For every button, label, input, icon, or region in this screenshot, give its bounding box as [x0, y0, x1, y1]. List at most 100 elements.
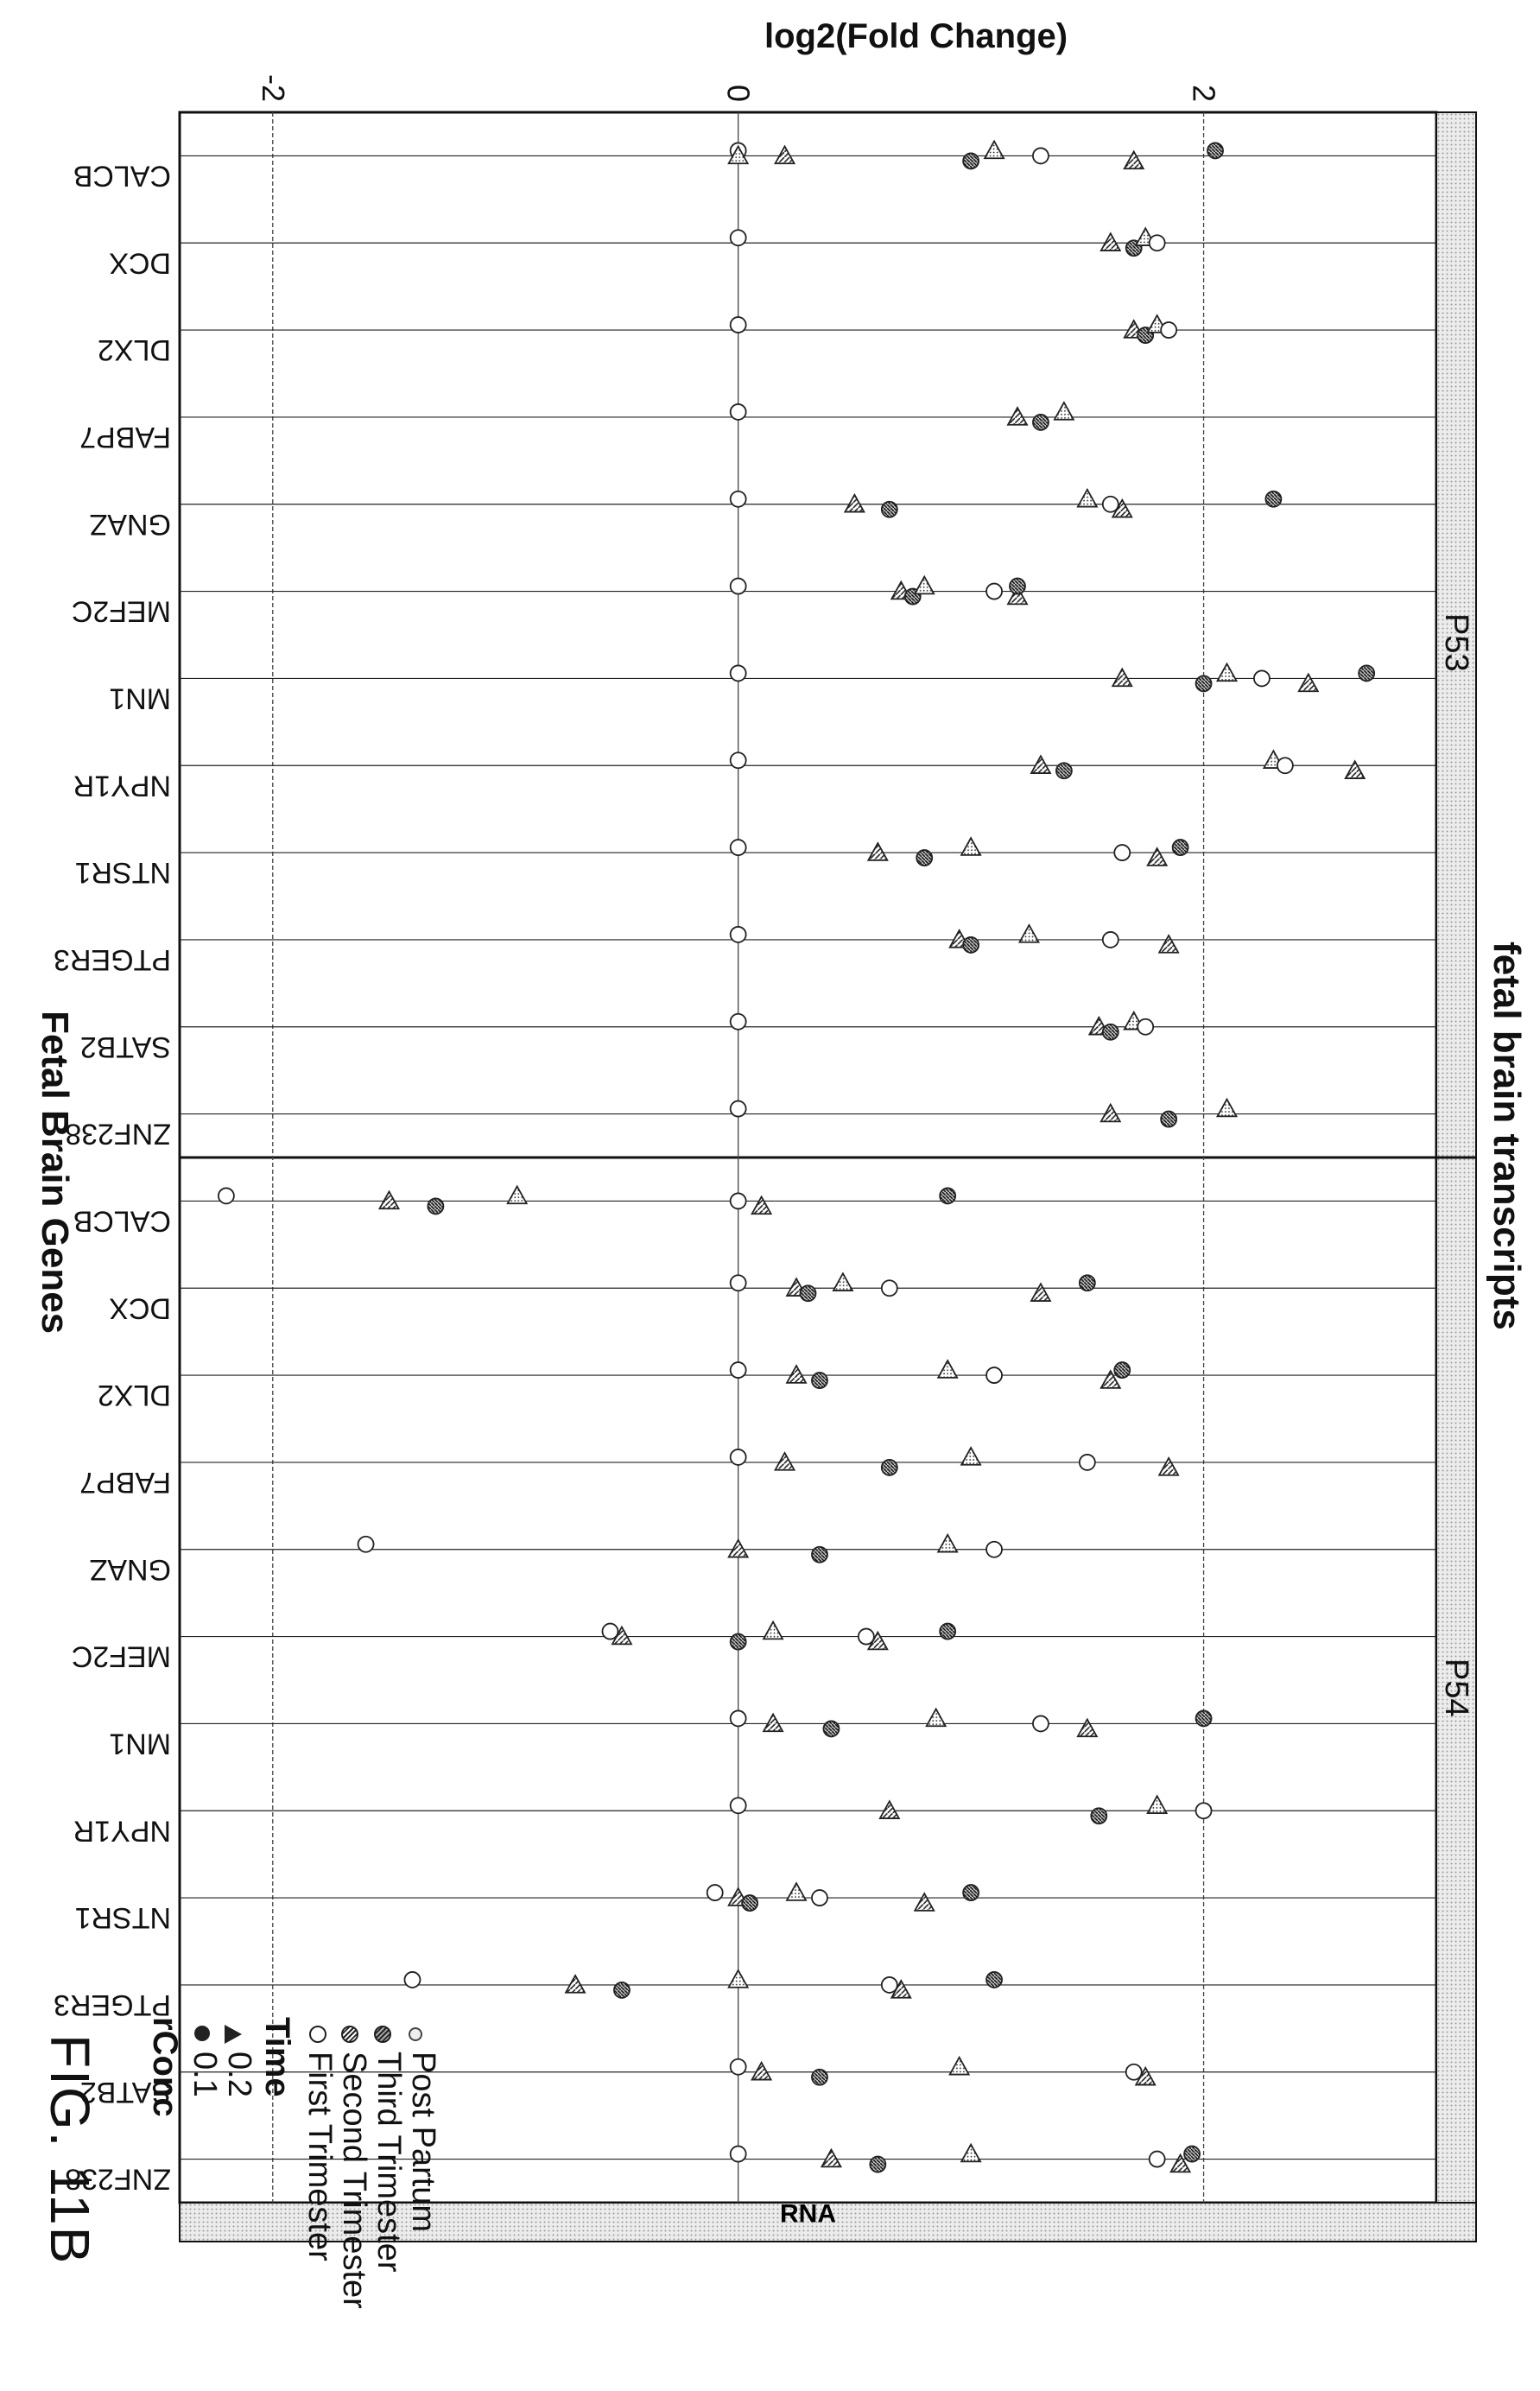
data-point: [1100, 231, 1122, 251]
x-tick-label: FABP7: [79, 1466, 171, 1499]
data-point: [729, 2145, 747, 2163]
data-point: [377, 1189, 401, 1210]
strip-label-rna: RNA: [780, 2200, 836, 2229]
data-point: [729, 1709, 747, 1728]
data-point: [727, 144, 750, 165]
data-point: [1055, 762, 1073, 780]
data-point: [1148, 234, 1166, 252]
x-tick-label: ZNF238: [65, 1118, 171, 1151]
data-point: [1264, 490, 1283, 508]
data-point: [357, 1535, 375, 1553]
data-point: [751, 1195, 773, 1215]
data-point: [962, 1884, 980, 1901]
data-point: [962, 152, 980, 170]
data-point: [1111, 667, 1133, 688]
data-point: [729, 839, 747, 856]
data-point: [1032, 414, 1049, 431]
data-point: [427, 1197, 445, 1215]
data-point: [811, 1545, 828, 1563]
data-point: [1100, 1102, 1122, 1123]
data-point: [1195, 675, 1213, 693]
data-point: [729, 229, 747, 247]
x-tick-label: PTGER3: [54, 1988, 171, 2021]
data-point: [729, 1361, 747, 1379]
data-point: [729, 1012, 747, 1031]
data-point: [948, 2055, 971, 2076]
data-point: [866, 1630, 889, 1651]
data-point: [878, 1799, 901, 1819]
data-point: [762, 1620, 784, 1640]
data-point: [985, 1540, 1003, 1558]
data-point: [1078, 1454, 1096, 1471]
x-tick-label: GNAZ: [90, 508, 171, 541]
x-tick-label: NTSR1: [75, 856, 171, 889]
data-point: [1100, 1369, 1122, 1389]
data-point: [1134, 2065, 1157, 2086]
data-point: [762, 1712, 784, 1733]
data-point: [1009, 577, 1026, 595]
data-point: [729, 316, 747, 333]
data-point: [880, 1459, 898, 1476]
data-point: [890, 1979, 912, 1999]
data-point: [217, 1187, 235, 1205]
data-point: [1006, 406, 1029, 426]
y-tick-label: -2: [256, 74, 291, 102]
data-point: [880, 1976, 898, 1994]
data-point: [1146, 847, 1169, 866]
data-point: [1169, 2153, 1192, 2173]
data-point: [1157, 1456, 1180, 1476]
data-point: [1276, 757, 1294, 775]
data-point: [1148, 2150, 1166, 2168]
data-point: [706, 1884, 724, 1901]
data-point: [857, 1627, 875, 1646]
data-point: [983, 139, 1005, 160]
data-point: [1101, 931, 1119, 948]
x-tick-label: MN1: [109, 682, 171, 714]
y-tick-label: 0: [721, 85, 757, 102]
x-tick-label: PTGER3: [54, 943, 171, 976]
data-point: [960, 2142, 982, 2163]
chart-title: fetal brain transcripts: [1486, 942, 1528, 1330]
x-tick-label: SATB2: [80, 2076, 171, 2109]
data-point: [611, 1625, 633, 1646]
data-point: [785, 1364, 808, 1384]
data-point: [1160, 1110, 1178, 1128]
x-tick-label: MN1: [109, 1727, 171, 1760]
data-point: [916, 849, 934, 866]
data-point: [564, 1974, 586, 1994]
y-tick-label: 2: [1187, 85, 1222, 102]
data-point: [866, 841, 889, 861]
x-tick-label: MEF2C: [72, 1640, 171, 1673]
data-point: [785, 1881, 808, 1901]
data-point: [811, 2068, 828, 2086]
data-point: [729, 490, 747, 508]
data-point: [1344, 759, 1366, 779]
data-point: [880, 1279, 898, 1297]
x-tick-label: GNAZ: [90, 1553, 171, 1586]
x-tick-label: SATB2: [80, 1031, 171, 1063]
data-point: [774, 144, 796, 165]
data-point: [1171, 839, 1189, 856]
data-point: [1146, 1794, 1169, 1814]
x-axis-title: Fetal Brain Genes: [34, 1011, 76, 1335]
data-point: [729, 2058, 747, 2076]
data-point: [613, 1982, 631, 1999]
data-point: [774, 1451, 796, 1471]
data-point: [729, 1633, 747, 1651]
data-point: [729, 1797, 747, 1815]
data-point: [960, 836, 982, 856]
data-point: [913, 1892, 935, 1912]
data-point: [1160, 321, 1178, 339]
data-point: [1053, 401, 1075, 421]
data-point: [1076, 1717, 1099, 1738]
rna-strip: [179, 2202, 1477, 2242]
data-point: [506, 1184, 529, 1205]
data-point: [811, 1372, 828, 1389]
data-point: [1207, 142, 1224, 160]
plot-frame: [178, 111, 1477, 2242]
x-tick-label: NTSR1: [75, 1901, 171, 1934]
x-tick-label: MEF2C: [72, 595, 171, 628]
data-point: [962, 936, 980, 954]
data-point: [1113, 844, 1131, 861]
